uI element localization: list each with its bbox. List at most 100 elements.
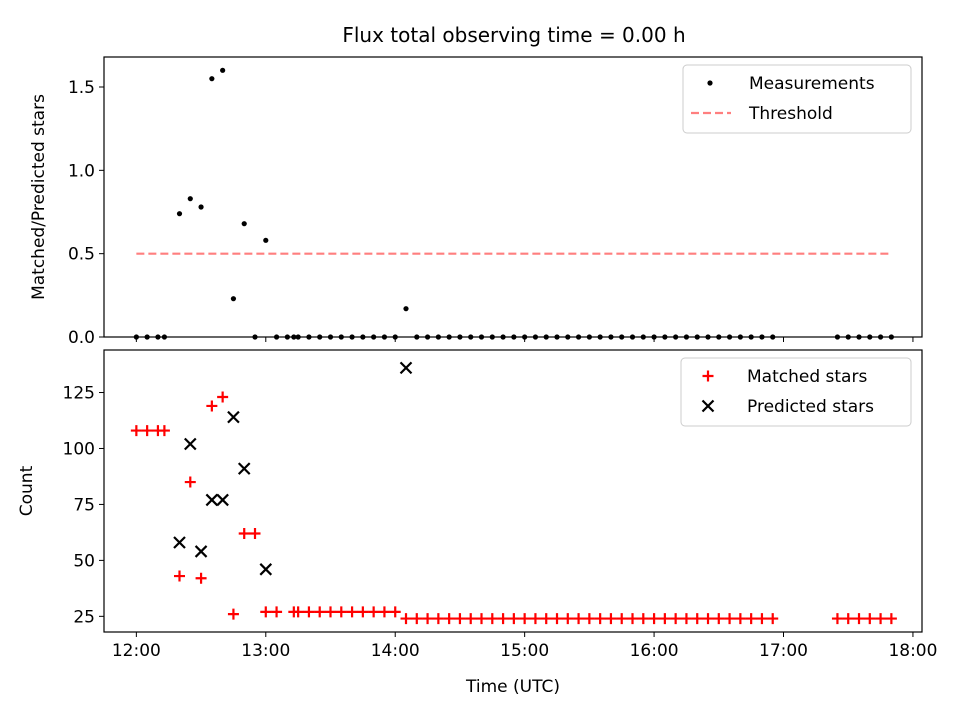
y-tick-label: 1.0 — [68, 161, 95, 181]
matched-star-point — [432, 613, 444, 625]
matched-star-point — [842, 613, 854, 625]
matched-star-point — [158, 425, 170, 437]
predicted-star-point — [237, 462, 251, 475]
matched-star-point — [734, 613, 746, 625]
bottom-panel-legend-box — [680, 357, 912, 427]
y-tick-label: 125 — [63, 384, 95, 404]
measurement-point — [403, 306, 409, 312]
matched-star-point — [659, 613, 671, 625]
top-panel-ticks: 0.0 0.5 1.0 1.5 — [68, 78, 914, 348]
predicted-star-point — [194, 545, 208, 558]
matched-star-point — [303, 606, 315, 618]
y-tick-label: 0.0 — [68, 328, 95, 348]
x-tick-label: 15:00 — [500, 641, 549, 661]
matched-star-point — [756, 613, 768, 625]
bottom-panel-series — [130, 361, 897, 625]
matched-star-point — [562, 613, 574, 625]
matched-star-point — [767, 613, 779, 625]
matched-star-point — [691, 613, 703, 625]
x-tick-label: 13:00 — [241, 641, 290, 661]
top-panel-y-axis-label: Matched/Predicted stars — [29, 94, 49, 300]
chart-title: Flux total observing time = 0.00 h — [342, 23, 685, 47]
y-tick-label: 25 — [73, 607, 95, 627]
matched-star-point — [529, 613, 541, 625]
matched-star-point — [745, 613, 757, 625]
matched-star-point — [497, 613, 509, 625]
legend-label-predicted-stars: Predicted stars — [747, 397, 874, 417]
predicted-star-point — [259, 563, 273, 576]
matched-star-point — [724, 613, 736, 625]
matched-star-point — [314, 606, 326, 618]
matched-star-point — [713, 613, 725, 625]
matched-star-point — [357, 606, 369, 618]
matched-star-point — [238, 528, 250, 540]
matched-star-point — [583, 613, 595, 625]
matched-star-point — [831, 613, 843, 625]
x-tick-label: 14:00 — [371, 641, 420, 661]
legend-plus-glyph — [702, 370, 714, 382]
x-tick-label: 18:00 — [888, 641, 937, 661]
legend-x-glyph — [701, 399, 715, 413]
matched-star-point — [443, 613, 455, 625]
top-panel: 0.0 0.5 1.0 1.5 Matched/Predicted stars Mea… — [29, 56, 923, 348]
y-tick-label: 75 — [73, 495, 95, 515]
matched-star-point — [130, 425, 142, 437]
measurement-point — [241, 221, 247, 227]
bottom-panel-ticks: 12:00 13:00 14:00 15:00 16:00 17:00 18:00 25 50 7… — [63, 384, 938, 661]
legend-marker-measurements — [707, 80, 713, 86]
matched-star-point — [368, 606, 380, 618]
measurement-point — [176, 211, 183, 217]
matched-star-point — [508, 613, 520, 625]
matched-star-point — [184, 476, 196, 488]
legend-marker-predicted-stars — [701, 399, 715, 413]
matched-star-point — [627, 613, 639, 625]
y-tick-label: 50 — [73, 551, 95, 571]
matched-star-point — [486, 613, 498, 625]
matched-star-point — [573, 613, 585, 625]
x-tick-label: 16:00 — [630, 641, 679, 661]
matched-star-point — [260, 606, 272, 618]
bottom-panel-legend: Matched stars Predicted stars — [680, 357, 912, 427]
predicted-star-point — [216, 493, 229, 507]
y-tick-label: 100 — [63, 439, 95, 459]
matched-star-point — [875, 613, 887, 625]
predicted-star-point — [173, 536, 186, 549]
measurement-point — [187, 196, 193, 202]
matched-star-point — [616, 613, 628, 625]
bottom-panel: 12:00 13:00 14:00 15:00 16:00 17:00 18:00 25 50 7… — [17, 349, 938, 697]
matched-star-point — [454, 613, 466, 625]
legend-label-threshold: Threshold — [748, 104, 833, 124]
predicted-star-point — [184, 437, 197, 451]
measurement-point — [198, 204, 204, 210]
matched-star-point — [519, 613, 531, 625]
matched-star-point — [422, 613, 434, 625]
measurement-point — [209, 76, 215, 82]
x-tick-label: 17:00 — [759, 641, 808, 661]
bottom-panel-frame — [103, 349, 923, 633]
matched-star-point — [141, 425, 153, 437]
y-tick-label: 0.5 — [68, 245, 95, 265]
matched-star-point — [605, 613, 617, 625]
legend-label-measurements: Measurements — [749, 74, 875, 94]
measurement-point — [263, 237, 269, 243]
top-panel-legend-box — [682, 64, 912, 134]
matched-star-point — [411, 613, 423, 625]
measurement-point — [230, 296, 237, 302]
matched-star-point — [389, 606, 401, 618]
matched-star-point — [637, 613, 649, 625]
matched-star-point — [551, 613, 563, 625]
matched-star-point — [702, 613, 714, 625]
matched-star-point — [227, 608, 239, 620]
matched-star-point — [325, 606, 337, 618]
bottom-panel-y-axis-label: Count — [17, 465, 37, 516]
y-tick-label: 1.5 — [68, 78, 95, 98]
x-axis-label: Time (UTC) — [465, 677, 560, 697]
matched-star-point — [174, 570, 186, 582]
matched-star-point — [292, 606, 304, 618]
x-tick-label: 12:00 — [112, 641, 161, 661]
matched-star-point — [648, 613, 660, 625]
predicted-star-point — [227, 410, 240, 424]
top-panel-frame — [103, 56, 923, 338]
matched-star-point — [378, 606, 390, 618]
